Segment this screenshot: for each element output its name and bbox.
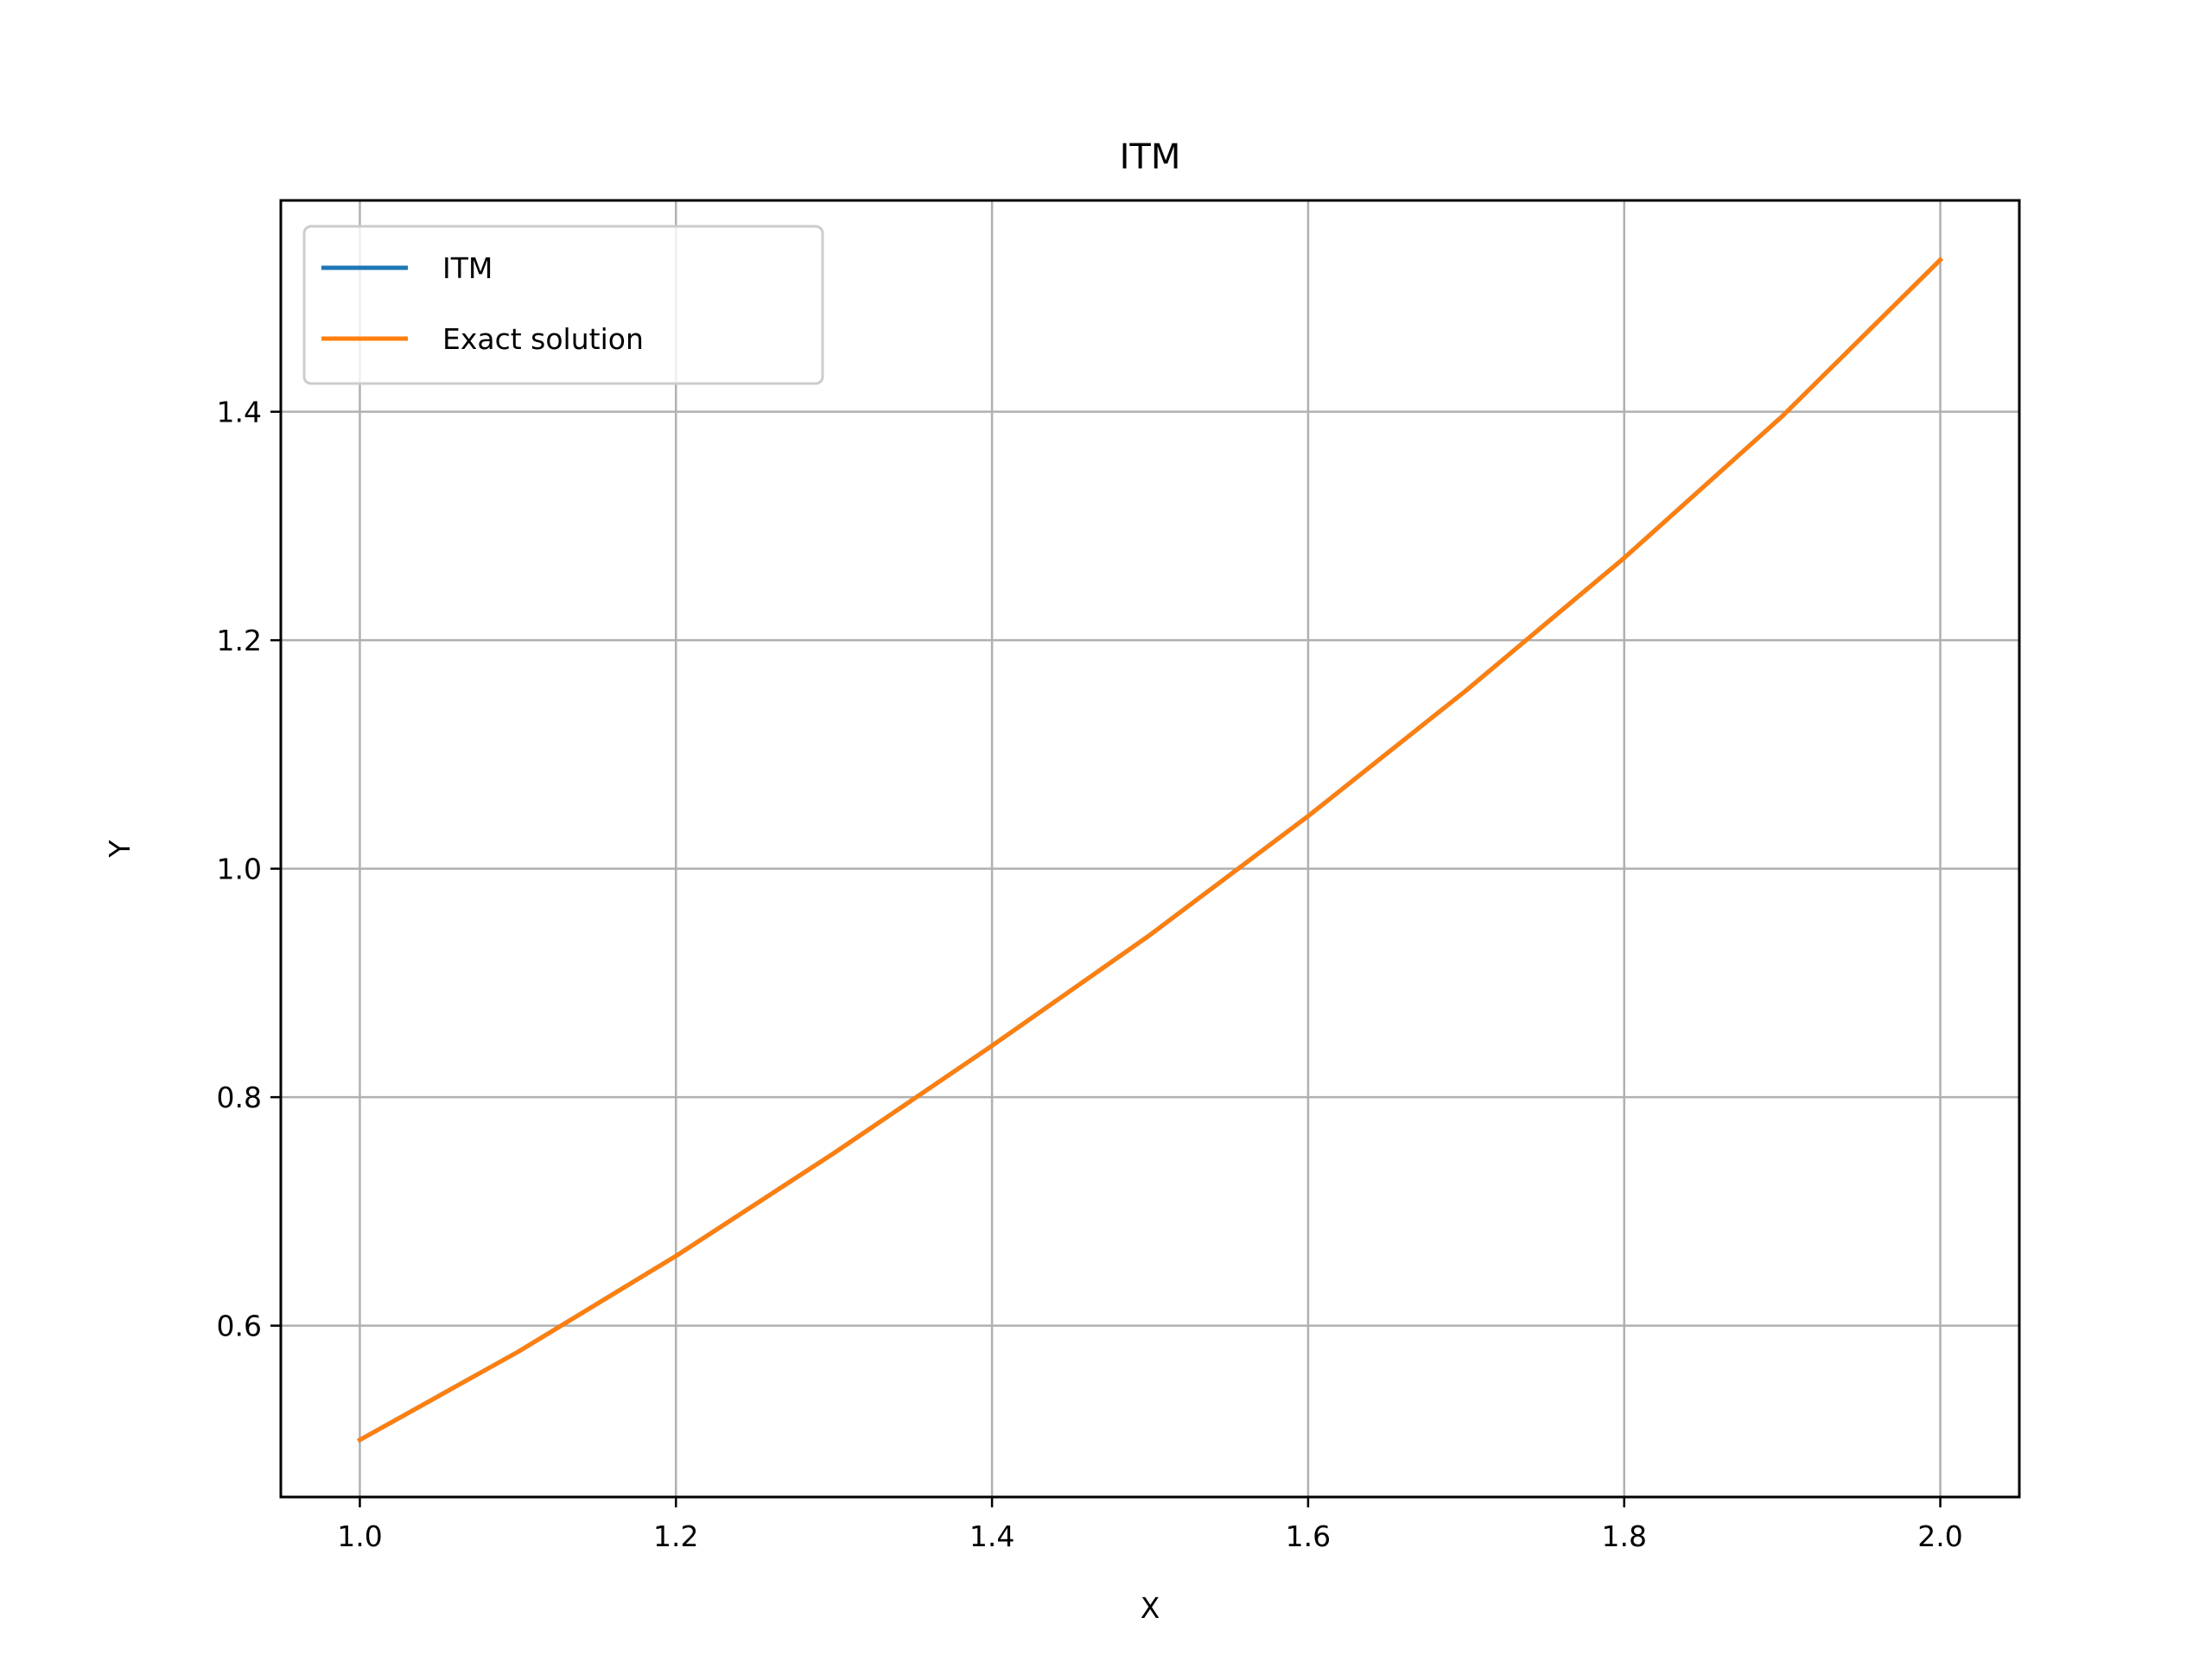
x-tick-label: 1.8 bbox=[1601, 1519, 1646, 1553]
series-line-2 bbox=[357, 257, 1944, 1443]
legend-box bbox=[302, 225, 824, 385]
legend-label: ITM bbox=[442, 251, 493, 285]
series-layer bbox=[357, 257, 1944, 1443]
series-line-1 bbox=[357, 257, 1944, 1443]
tick-layer: 1.0 1.2 1.4 1.6 1.8 2.0 0.6 0.8 1.0 1.2 1.4 bbox=[217, 396, 1963, 1553]
y-tick-label: 0.8 bbox=[217, 1081, 262, 1114]
y-tick-label: 1.0 bbox=[217, 853, 262, 886]
x-tick-label: 1.4 bbox=[969, 1519, 1014, 1553]
x-tick-label: 1.6 bbox=[1286, 1519, 1331, 1553]
grid-layer bbox=[281, 200, 2019, 1497]
x-tick-label: 1.0 bbox=[337, 1519, 382, 1553]
axes-frame bbox=[279, 199, 2021, 1499]
y-axis-label: Y bbox=[103, 840, 137, 859]
legend-label: Exact solution bbox=[442, 322, 644, 356]
y-tick-label: 0.6 bbox=[217, 1310, 262, 1343]
x-axis-label: X bbox=[1141, 1591, 1160, 1625]
legend: ITM Exact solution bbox=[302, 225, 824, 385]
chart-title: ITM bbox=[1120, 137, 1181, 177]
y-tick-label: 1.2 bbox=[217, 624, 262, 657]
y-tick-label: 1.4 bbox=[217, 396, 262, 429]
x-tick-label: 1.2 bbox=[653, 1519, 698, 1553]
x-tick-label: 2.0 bbox=[1917, 1519, 1962, 1553]
